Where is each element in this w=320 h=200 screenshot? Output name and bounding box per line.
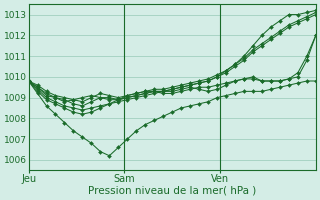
X-axis label: Pression niveau de la mer( hPa ): Pression niveau de la mer( hPa ) xyxy=(88,186,256,196)
